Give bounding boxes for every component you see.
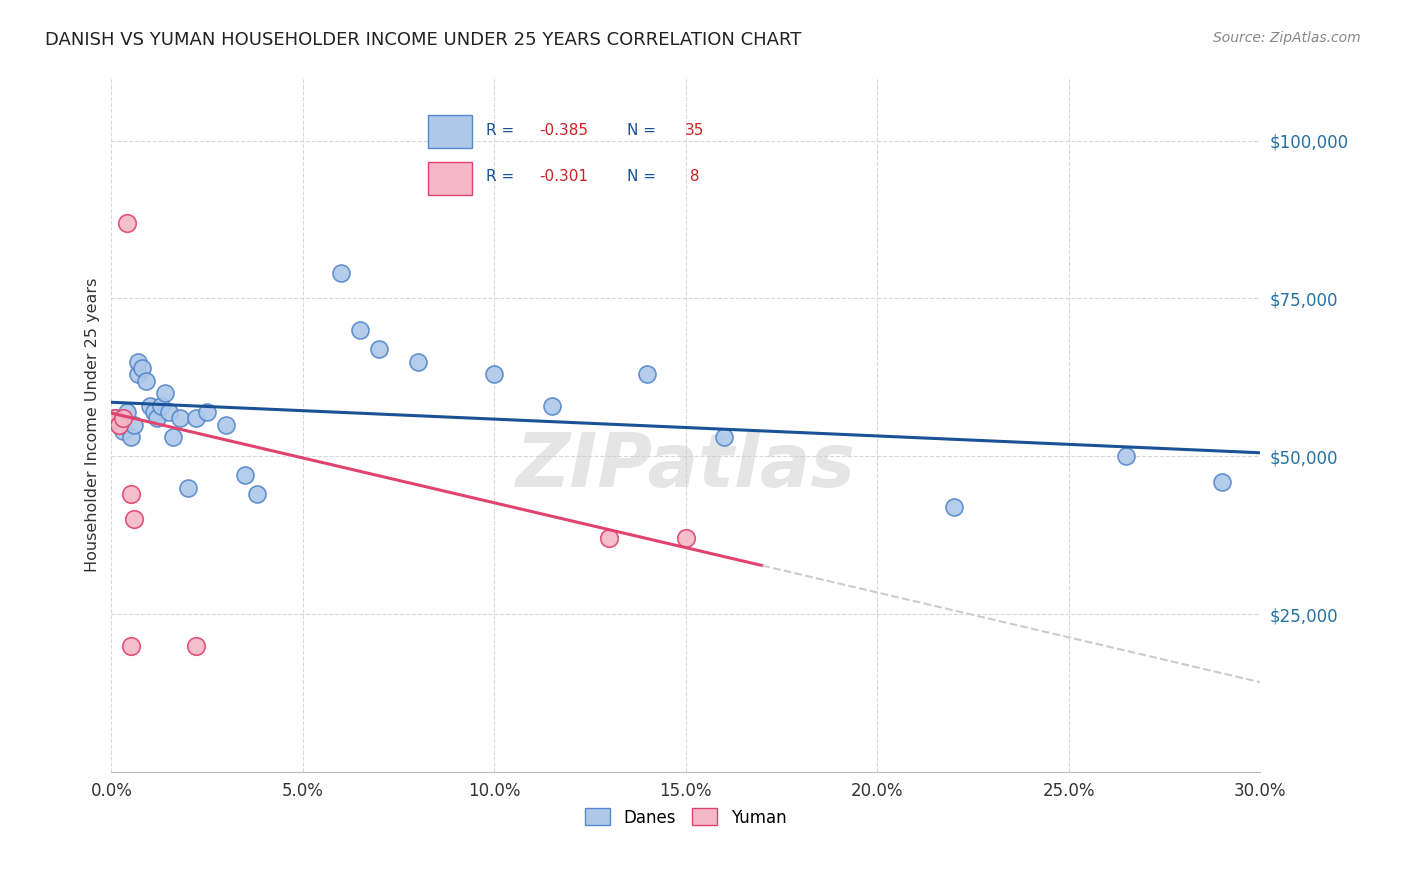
Point [142, 405, 165, 419]
Text: R =: R = [485, 123, 519, 138]
Point [135, 374, 157, 388]
Point [1211, 475, 1233, 489]
Point [942, 500, 965, 514]
Point [349, 323, 371, 337]
Text: N =: N = [627, 169, 661, 185]
Point [235, 468, 257, 483]
Point [636, 368, 658, 382]
Text: Source: ZipAtlas.com: Source: ZipAtlas.com [1213, 31, 1361, 45]
Point [146, 411, 169, 425]
Point [115, 216, 138, 230]
Point [195, 405, 218, 419]
Point [124, 417, 146, 432]
Point [127, 354, 149, 368]
Point [162, 430, 184, 444]
Point [484, 368, 506, 382]
Point [177, 481, 200, 495]
Point [111, 424, 134, 438]
Text: R =: R = [485, 169, 519, 185]
Point [108, 417, 131, 432]
Point [120, 487, 142, 501]
Point [153, 386, 176, 401]
Point [184, 639, 207, 653]
Point [215, 417, 238, 432]
Point [111, 411, 134, 425]
Point [104, 411, 127, 425]
Point [150, 399, 173, 413]
Point [246, 487, 269, 501]
Point [127, 368, 149, 382]
Point [169, 411, 191, 425]
Text: N =: N = [627, 123, 661, 138]
Text: 35: 35 [685, 123, 704, 138]
Point [138, 399, 160, 413]
Point [115, 405, 138, 419]
Point [675, 532, 697, 546]
FancyBboxPatch shape [429, 162, 472, 194]
Point [1115, 450, 1137, 464]
Point [124, 512, 146, 526]
Point [540, 399, 562, 413]
Point [104, 411, 127, 425]
Text: 8: 8 [685, 169, 699, 185]
Text: ZIPatlas: ZIPatlas [516, 430, 856, 503]
FancyBboxPatch shape [429, 115, 472, 148]
Point [120, 430, 142, 444]
Text: DANISH VS YUMAN HOUSEHOLDER INCOME UNDER 25 YEARS CORRELATION CHART: DANISH VS YUMAN HOUSEHOLDER INCOME UNDER… [45, 31, 801, 49]
Point [108, 417, 131, 432]
Point [330, 266, 353, 280]
Point [406, 354, 429, 368]
Point [184, 411, 207, 425]
Legend: Danes, Yuman: Danes, Yuman [578, 802, 793, 833]
Point [598, 532, 620, 546]
Text: -0.301: -0.301 [540, 169, 589, 185]
Point [157, 405, 180, 419]
Point [368, 342, 391, 356]
Point [120, 639, 142, 653]
Point [713, 430, 735, 444]
Point [131, 360, 153, 375]
Y-axis label: Householder Income Under 25 years: Householder Income Under 25 years [86, 277, 100, 572]
Text: -0.385: -0.385 [540, 123, 589, 138]
